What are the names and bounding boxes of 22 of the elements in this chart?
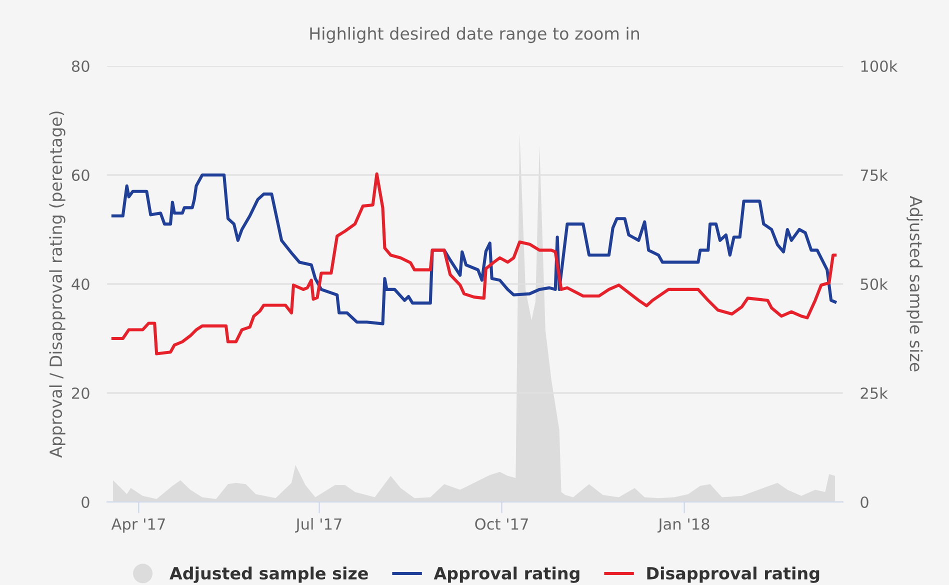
y2-tick-label: 25k <box>860 387 888 400</box>
legend-label: Disapproval rating <box>647 566 820 583</box>
line-series <box>111 172 837 356</box>
y2-axis-title: Adjusted sample size <box>906 196 923 372</box>
x-tick-label: Jul '17 <box>295 518 342 533</box>
legend-label: Adjusted sample size <box>170 566 368 583</box>
y-axis-title: Approval / Disapproval rating (perentage) <box>49 112 66 458</box>
y2-tick-label: 75k <box>860 169 888 182</box>
y2-tick-label: 100k <box>861 60 898 72</box>
y2-tick-label: 50k <box>860 278 888 290</box>
y-tick-label: 60 <box>72 169 90 182</box>
y-tick-label: 80 <box>72 60 90 72</box>
x-tick-label: Oct '17 <box>475 518 528 530</box>
legend-label: Approval rating <box>434 566 580 583</box>
chart-subtitle: Highlight desired date range to zoom in <box>310 26 640 44</box>
y-tick-label: 20 <box>72 387 90 400</box>
y-tick-label: 0 <box>82 496 90 508</box>
y2-tick-label: 0 <box>860 496 868 508</box>
line-series <box>111 173 837 326</box>
x-tick-label: Apr '17 <box>111 518 165 533</box>
x-tick-label: Jan '18 <box>657 518 710 533</box>
y-tick-label: 40 <box>72 278 90 290</box>
